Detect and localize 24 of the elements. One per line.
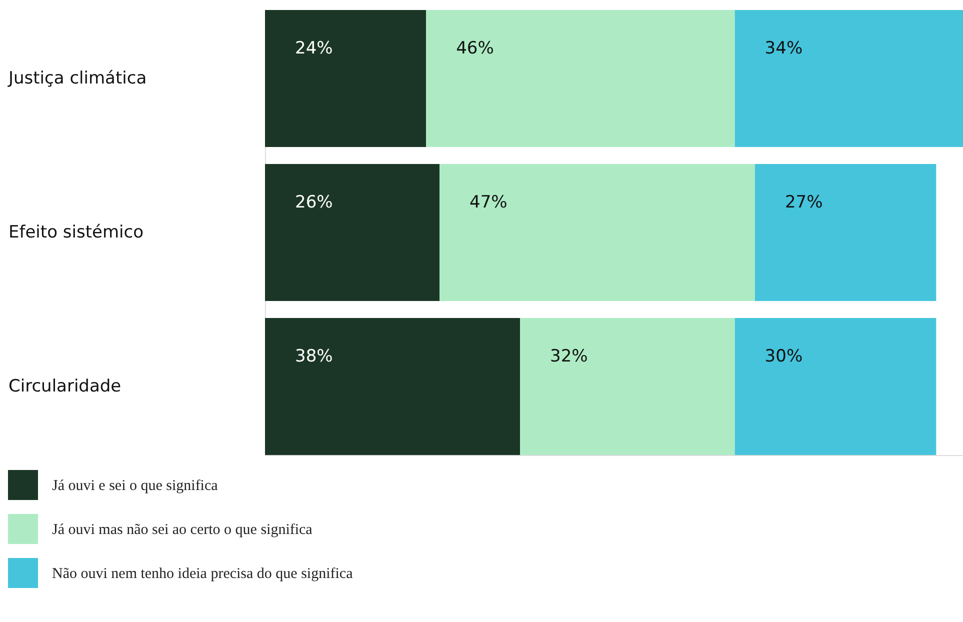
bar — [734, 318, 936, 455]
data-label: 32% — [550, 346, 588, 366]
y-tick-label: Efeito sistémico — [8, 222, 144, 242]
bar — [734, 10, 963, 148]
bar — [265, 318, 520, 455]
bar — [426, 10, 735, 148]
y-tick-label: Circularidade — [8, 376, 122, 396]
legend-label: Já ouvi e sei o que significa — [52, 478, 218, 494]
data-label: 47% — [470, 192, 508, 212]
bar — [265, 164, 440, 302]
legend-label: Não ouvi nem tenho ideia precisa do que significa — [52, 566, 354, 582]
y-tick-label: Justiça climática — [8, 68, 147, 89]
data-label: 30% — [764, 346, 803, 366]
bar — [754, 164, 936, 302]
bar — [265, 10, 426, 148]
data-label: 26% — [295, 192, 333, 212]
legend-label: Já ouvi mas não sei ao certo o que significa — [52, 522, 313, 538]
data-label: 46% — [456, 38, 494, 59]
bar — [520, 318, 735, 455]
data-label: 38% — [295, 346, 333, 366]
data-label: 24% — [295, 38, 333, 59]
bar — [440, 164, 755, 302]
data-label: 34% — [764, 38, 803, 59]
data-label: 27% — [784, 192, 823, 212]
